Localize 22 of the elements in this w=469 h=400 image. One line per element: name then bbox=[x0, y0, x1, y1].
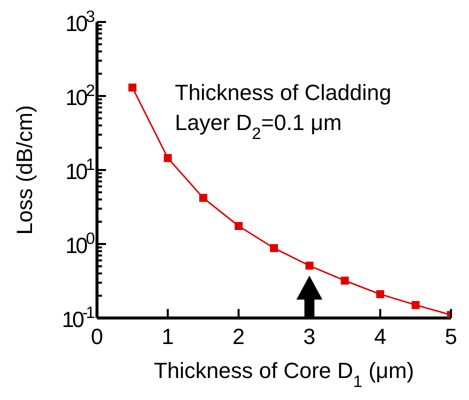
x-tick-label: 2 bbox=[232, 324, 245, 349]
point bbox=[234, 222, 243, 230]
point bbox=[199, 194, 208, 202]
x-tick-label: 0 bbox=[90, 324, 104, 349]
point bbox=[376, 290, 384, 298]
x-tick-label: 1 bbox=[162, 324, 174, 349]
y-tick-label: 10$^{3}$ bbox=[65, 8, 95, 36]
x-tick-label: 3 bbox=[303, 324, 316, 349]
x-tick-label: 5 bbox=[444, 324, 458, 349]
y-tick-label: 10$^{0}$ bbox=[65, 230, 95, 258]
point bbox=[412, 300, 420, 309]
point bbox=[270, 244, 278, 252]
annotation: Thickness of Cladding Layer D$_{2}$=0.1 μm bbox=[174, 80, 392, 143]
x-tick-label: 4 bbox=[374, 324, 386, 349]
y-tick-label: 10$^{2}$ bbox=[65, 82, 95, 110]
point bbox=[128, 84, 136, 92]
point bbox=[164, 154, 172, 162]
y-axis-title: Loss (dB/cm) bbox=[12, 105, 37, 235]
point bbox=[340, 276, 349, 285]
point bbox=[305, 262, 314, 270]
x-axis-title: Thickness of Core D$_{1}$ (μm) bbox=[154, 358, 414, 391]
y-tick-label: 10$^{1}$ bbox=[65, 156, 95, 184]
